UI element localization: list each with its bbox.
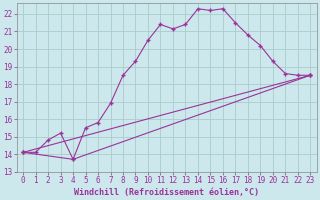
X-axis label: Windchill (Refroidissement éolien,°C): Windchill (Refroidissement éolien,°C) bbox=[74, 188, 259, 197]
